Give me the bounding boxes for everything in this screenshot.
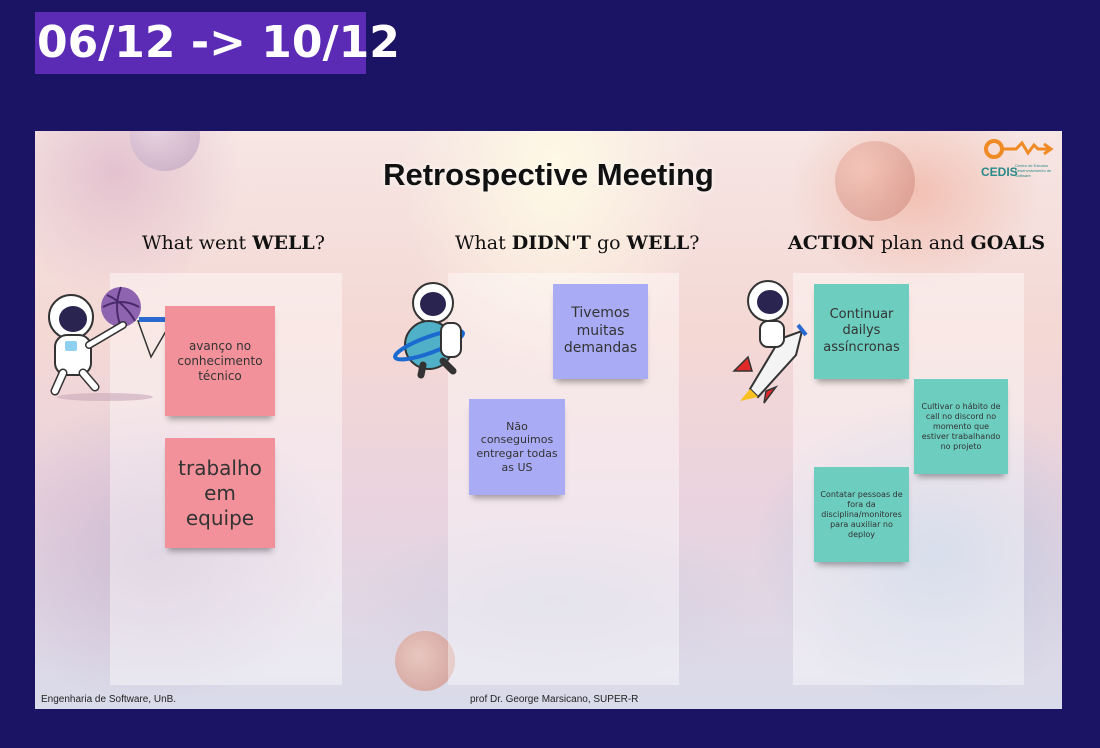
sticky-note[interactable]: Tivemos muitas demandas [553, 284, 648, 379]
retrospective-board: Retrospective Meeting CEDIS Centro de Es… [35, 131, 1062, 709]
astronaut-basketball-icon [48, 286, 168, 401]
sticky-note-text: Contatar pessoas de fora da disciplina/m… [820, 489, 903, 539]
sticky-note-text: Não conseguimos entregar todas as US [476, 419, 558, 474]
sticky-note-text: avanço no conhecimento técnico [177, 338, 263, 383]
sticky-note-text: Tivemos muitas demandas [563, 305, 638, 357]
heading-didnt-go-well: What DIDN'T go WELL? [455, 232, 700, 254]
logo-subtext: Centro de Estudos Desenvolvimento de Sof… [1015, 163, 1052, 178]
sticky-note-text: Cultivar o hábito de call no discord no … [921, 401, 1001, 451]
heading-went-well: What went WELL? [142, 232, 325, 254]
sticky-note[interactable]: trabalho em equipe [165, 438, 275, 548]
sticky-note[interactable]: Contatar pessoas de fora da disciplina/m… [814, 467, 909, 562]
logo-text: CEDIS [981, 165, 1018, 179]
footer-center: prof Dr. George Marsicano, SUPER-R [470, 694, 639, 705]
cedis-logo-icon [984, 139, 1054, 159]
footer-left: Engenharia de Software, UnB. [41, 694, 177, 705]
astronaut-planet-icon [393, 282, 465, 379]
board-title: Retrospective Meeting [383, 157, 714, 192]
planet-decoration [835, 141, 915, 221]
astronaut-rocket-icon [732, 280, 808, 404]
sticky-note[interactable]: Continuar dailys assíncronas [814, 284, 909, 379]
sticky-note[interactable]: Cultivar o hábito de call no discord no … [914, 379, 1008, 474]
sticky-note[interactable]: avanço no conhecimento técnico [165, 306, 275, 416]
planet-decoration [395, 631, 455, 691]
sticky-note-text: trabalho em equipe [178, 455, 262, 530]
sticky-note[interactable]: Não conseguimos entregar todas as US [469, 399, 565, 495]
date-range-title: 06/12 -> 10/12 [35, 12, 400, 74]
heading-action-plan: ACTION plan and GOALS [788, 232, 1046, 254]
sticky-note-text: Continuar dailys assíncronas [823, 307, 900, 355]
